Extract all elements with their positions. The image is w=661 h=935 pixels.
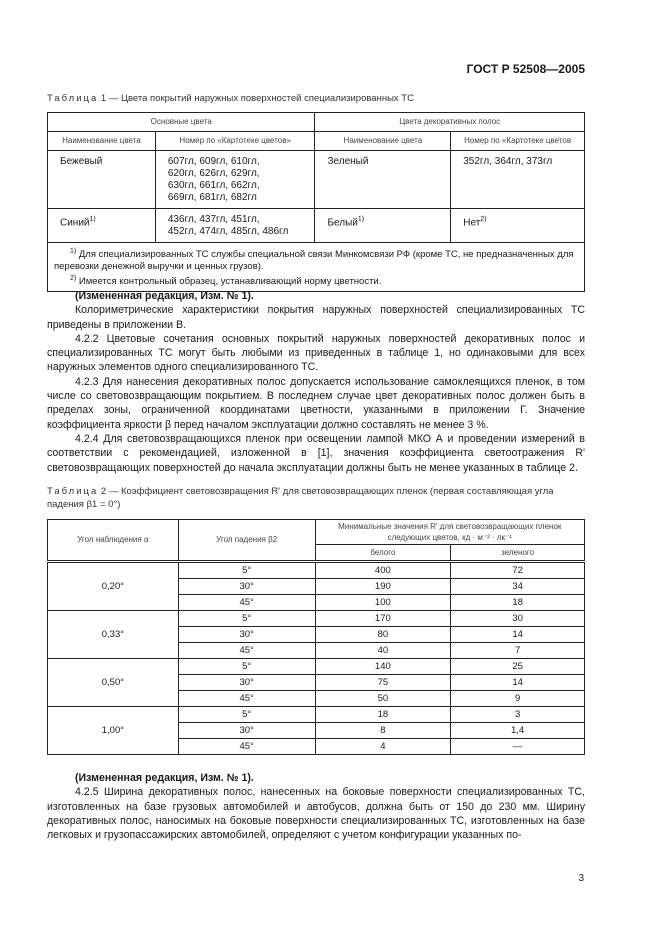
document-header: ГОСТ Р 52508—2005 (466, 62, 585, 76)
table-row: 45° 40 7 (48, 642, 585, 659)
page-number: 3 (578, 873, 584, 884)
body-text-2: (Измененная редакция, Изм. № 1). 4.2.5 Ши… (47, 771, 585, 842)
table-cell: 400 (314, 560, 452, 579)
paragraph: (Измененная редакция, Изм. № 1). (75, 772, 254, 784)
paragraph: 4.2.3 Для нанесения декоративных полос д… (47, 375, 585, 431)
table-cell: 30 (450, 610, 585, 627)
table-cell: 30° (177, 674, 316, 691)
table-cell: 30° (177, 578, 316, 595)
col-beta-header: Угол падения β2 (177, 519, 316, 562)
column-header: Номер по «Картотеке цветов (450, 131, 585, 151)
paragraph: 4.2.2 Цветовые сочетания основных покрыт… (47, 332, 585, 374)
table-cell: 50 (314, 690, 452, 707)
column-header: Наименование цвета (314, 131, 452, 151)
table-cell: 80 (314, 626, 452, 643)
table-cell: 8 (314, 722, 452, 739)
table1-caption: Таблица 1 — Цвета покрытий наружных пове… (47, 93, 414, 104)
footnote: 1) Для специализированных ТС службы спец… (54, 248, 574, 273)
table-cell: 34 (450, 578, 585, 595)
alpha-cell: 0,20° (47, 560, 179, 611)
col-white-header: белого (314, 544, 452, 562)
paragraph: Колориметрические характеристики покрыти… (47, 304, 585, 331)
table-cell: — (450, 738, 585, 755)
alpha-cell: 1,00° (47, 706, 179, 755)
table-cell: 75 (314, 674, 452, 691)
table-cell: 352гл, 364гл, 373гл (450, 150, 585, 209)
table-cell: 100 (314, 594, 452, 611)
table-cell: 170 (314, 610, 452, 627)
table-cell: 45° (177, 738, 316, 755)
group-header: Цвета декоративных полос (314, 112, 585, 132)
footnote: 2) Имеется контрольный образец, устанавл… (70, 275, 382, 288)
table-cell: 140 (314, 658, 452, 675)
table-cell: 14 (450, 626, 585, 643)
table-cell: 190 (314, 578, 452, 595)
table-cell: Бежевый (47, 150, 156, 209)
table-cell: 45° (177, 690, 316, 707)
table-cell: 5° (177, 706, 316, 723)
table-cell: Нет2) (450, 208, 585, 243)
table-row: 0,20° 5° 400 72 (47, 560, 585, 611)
table-row: 30° 190 34 (48, 578, 585, 595)
body-text-1: (Измененная редакция, Изм. № 1). Колориме… (47, 289, 585, 475)
table-cell: 3 (450, 706, 585, 723)
table-cell: 1,4 (450, 722, 585, 739)
paragraph: (Измененная редакция, Изм. № 1). (75, 290, 254, 302)
table-1: Основные цвета Цвета декоративных полос Н… (46, 112, 585, 293)
table-footnotes: 1) Для специализированных ТС службы спец… (47, 241, 585, 293)
table-row: 45° 50 9 (48, 690, 585, 707)
table-2: Угол наблюдения α Угол падения β2 Минималь… (47, 519, 585, 755)
table-cell: 5° (177, 560, 316, 579)
table-cell: 14 (450, 674, 585, 691)
table2-caption: Таблица 2 — Коэффициент световозвращения… (47, 486, 554, 510)
table-row: 1,00° 5° 18 3 (47, 706, 585, 755)
table-cell: 5° (177, 610, 316, 627)
table-row: 0,33° 5° 170 30 (47, 610, 585, 659)
col-alpha-header: Угол наблюдения α (47, 519, 179, 562)
table-cell: 45° (177, 642, 316, 659)
table-row: 45° 4— (48, 738, 585, 755)
table-cell: Белый1) (314, 208, 452, 243)
table-cell: 18 (314, 706, 452, 723)
table-row: Синий1) 436гл, 437гл, 451гл, 452гл, 474гл,… (47, 208, 585, 243)
col-green-header: зеленого (450, 544, 585, 562)
table-cell: 9 (450, 690, 585, 707)
table-cell: Зеленый (314, 150, 452, 209)
column-header: Номер по «Картотеке цветов» (154, 131, 316, 151)
table-cell: Синий1) (47, 208, 156, 243)
table-cell: 45° (177, 594, 316, 611)
group-header: Основные цвета (46, 112, 316, 132)
column-header: Наименование цвета (47, 131, 156, 151)
table-cell: 607гл, 609гл, 610гл, 620гл, 626гл, 629гл,… (154, 150, 316, 209)
table-cell: 72 (450, 560, 585, 579)
table-cell: 5° (177, 658, 316, 675)
table-row: Бежевый 607гл, 609гл, 610гл, 620гл, 626гл,… (47, 150, 585, 209)
table-cell: 436гл, 437гл, 451гл, 452гл, 474гл, 485гл,… (154, 208, 316, 243)
table-cell: 4 (314, 738, 452, 755)
alpha-cell: 0,33° (47, 610, 179, 659)
paragraph: 4.2.5 Ширина декоративных полос, нанесен… (47, 786, 585, 842)
paragraph: 4.2.4 Для световозвращающихся пленок при… (47, 432, 585, 474)
table-cell: 30° (177, 626, 316, 643)
table-cell: 40 (314, 642, 452, 659)
table-row: 30° 80 14 (48, 626, 585, 643)
col-min-header: Минимальные значения R' для световозвращ… (314, 519, 585, 545)
table-cell: 7 (450, 642, 585, 659)
table-cell: 18 (450, 594, 585, 611)
alpha-cell: 0,50° (47, 658, 179, 707)
table-cell: 25 (450, 658, 585, 675)
table-cell: 30° (177, 722, 316, 739)
table-row: 0,50° 5° 140 25 (47, 658, 585, 707)
